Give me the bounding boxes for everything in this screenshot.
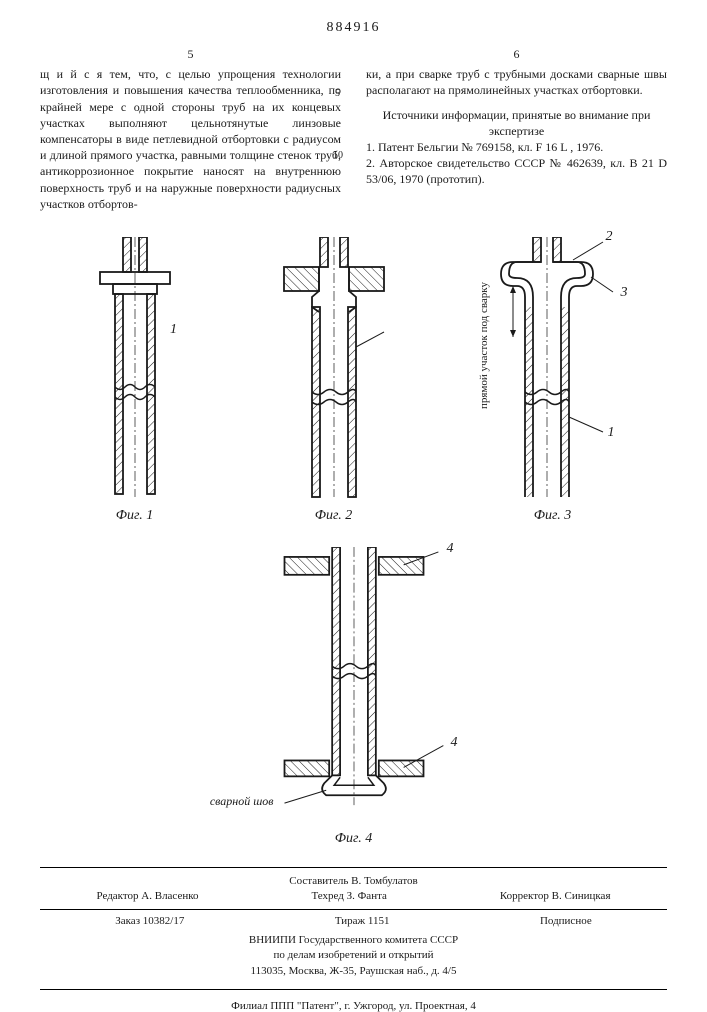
callout-1-fig2: 1: [170, 322, 177, 338]
footer-block: Составитель В. Томбулатов Редактор А. Вл…: [40, 867, 667, 990]
tech: Техред З. Фанта: [311, 889, 386, 904]
addr: 113035, Москва, Ж-35, Раушская наб., д. …: [40, 964, 667, 979]
figure-3: прямой участок под сварку 2 3 1 Фиг. 3: [473, 237, 633, 537]
margin-5: 5: [335, 88, 340, 99]
figure-1: Фиг. 1: [75, 237, 195, 537]
editor: Редактор А. Власенко: [96, 889, 198, 904]
margin-10: 10: [333, 150, 343, 161]
fig2-label: Фиг. 2: [315, 508, 353, 524]
figure-2: 1 Фиг. 2: [264, 237, 404, 537]
source-2: 2. Авторское свидетельство СССР № 462639…: [366, 155, 667, 187]
right-column: 6 ки, а при сварке труб с трубными доска…: [366, 46, 667, 212]
org2: по делам изобретений и открытий: [40, 948, 667, 963]
sources-heading: Источники информации, принятые во вниман…: [366, 107, 667, 139]
callout-4-bot: 4: [451, 735, 458, 751]
fig3-vert-label: прямой участок под сварку: [478, 282, 490, 409]
right-text-1: ки, а при сварке труб с трубными досками…: [366, 66, 667, 98]
left-column: 5 щ и й с я тем, что, с целью упрощения …: [40, 46, 341, 212]
sub: Подписное: [540, 914, 592, 929]
callout-4-top: 4: [447, 541, 454, 557]
col-num-left: 5: [40, 46, 341, 62]
corrector: Корректор В. Синицкая: [500, 889, 611, 904]
figure-4: 4 4 сварной шов Фиг. 4: [244, 547, 464, 847]
col-num-right: 6: [366, 46, 667, 62]
order: Заказ 10382/17: [115, 914, 184, 929]
callout-1-fig3: 1: [608, 425, 615, 441]
source-1: 1. Патент Бельгии № 769158, кл. F 16 L ,…: [366, 139, 667, 155]
org1: ВНИИПИ Государственного комитета СССР: [40, 933, 667, 948]
text-columns: 5 щ и й с я тем, что, с целью упрощения …: [40, 46, 667, 212]
figures-row-top: Фиг. 1 1 Фиг.: [40, 237, 667, 537]
document-number: 884916: [40, 20, 667, 36]
fig4-label: Фиг. 4: [335, 831, 373, 847]
weld-label: сварной шов: [204, 795, 274, 807]
fig1-label: Фиг. 1: [116, 508, 154, 524]
figures-row-bottom: 4 4 сварной шов Фиг. 4: [40, 547, 667, 847]
branch: Филиал ППП "Патент", г. Ужгород, ул. Про…: [40, 1000, 667, 1012]
tirazh: Тираж 1151: [335, 914, 390, 929]
fig3-label: Фиг. 3: [534, 508, 572, 524]
compiler: Составитель В. Томбулатов: [40, 874, 667, 889]
callout-3: 3: [621, 285, 628, 301]
callout-2: 2: [606, 229, 613, 245]
left-text: щ и й с я тем, что, с целью упрощения те…: [40, 66, 341, 212]
